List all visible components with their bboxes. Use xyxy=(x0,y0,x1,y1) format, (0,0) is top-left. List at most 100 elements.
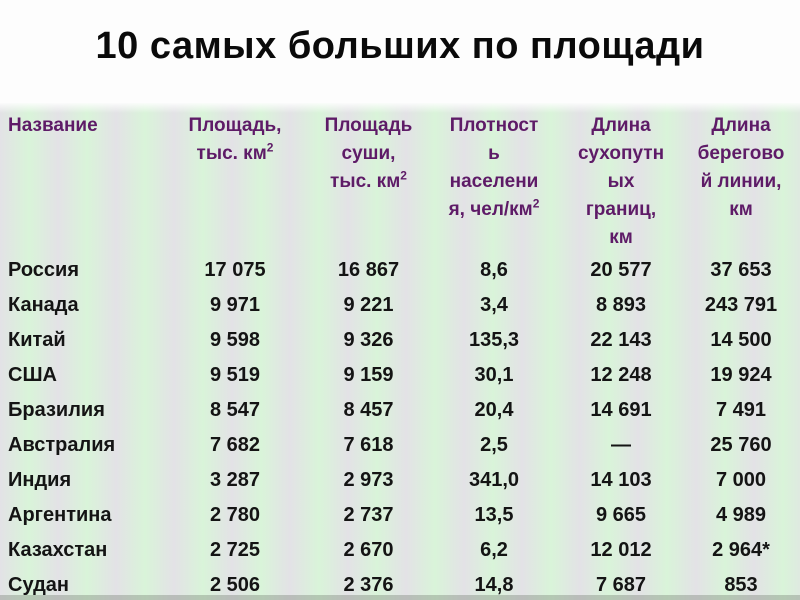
cell-borders: 14 691 xyxy=(590,399,652,421)
header-line: суши, xyxy=(341,143,396,164)
cell-country: Индия xyxy=(8,469,72,491)
cell-coastline: 243 791 xyxy=(704,294,778,316)
cell-country: Бразилия xyxy=(8,399,105,421)
cell-coastline: 7 491 xyxy=(715,399,767,421)
cell-country: США xyxy=(8,364,57,386)
header-line: Название xyxy=(8,115,98,136)
cell-borders: — xyxy=(611,434,631,456)
superscript: 2 xyxy=(400,168,407,183)
cell-density: 3,4 xyxy=(480,294,508,316)
header-line: границ, xyxy=(585,199,657,220)
cell-density: 30,1 xyxy=(474,364,514,386)
cell-area: 17 075 xyxy=(204,259,266,281)
cell-density: 341,0 xyxy=(468,469,520,491)
table-row: Россия 17 075 16 867 8,6 20 577 37 653 xyxy=(0,253,796,288)
column-header-area: Площадь, тыс. км2 xyxy=(165,103,305,253)
header-line: тыс. км2 xyxy=(305,168,432,196)
countries-area-table: Название Площадь, тыс. км2 Площадь суши,… xyxy=(0,103,796,600)
cell-land-area: 8 457 xyxy=(343,399,394,421)
cell-area: 3 287 xyxy=(209,469,261,491)
header-row: Название Площадь, тыс. км2 Площадь суши,… xyxy=(0,103,796,253)
header-line: я, чел/км2 xyxy=(432,196,556,224)
cell-land-area: 2 376 xyxy=(343,574,394,596)
cell-land-area: 9 159 xyxy=(343,364,394,386)
slide-bottom-edge xyxy=(0,595,800,600)
cell-borders: 12 012 xyxy=(590,539,652,561)
table-row: Китай 9 598 9 326 135,3 22 143 14 500 xyxy=(0,323,796,358)
column-header-borders: Длина сухопутн ых границ, км xyxy=(556,103,686,253)
cell-borders: 7 687 xyxy=(595,574,647,596)
cell-area: 8 547 xyxy=(209,399,261,421)
cell-density: 20,4 xyxy=(474,399,514,421)
column-header-name: Название xyxy=(0,103,165,253)
page-title: 10 самых больших по площади xyxy=(95,25,705,67)
cell-area: 2 780 xyxy=(209,504,261,526)
slide-background xyxy=(0,103,800,600)
cell-country: Аргентина xyxy=(8,504,112,526)
cell-coastline: 37 653 xyxy=(710,259,772,281)
table-row: Казахстан 2 725 2 670 6,2 12 012 2 964* xyxy=(0,533,796,568)
superscript: 2 xyxy=(532,196,540,211)
cell-area: 9 598 xyxy=(209,329,261,351)
cell-density: 6,2 xyxy=(480,539,508,561)
cell-density: 135,3 xyxy=(468,329,520,351)
table-row: Аргентина 2 780 2 737 13,5 9 665 4 989 xyxy=(0,498,796,533)
header-line: км xyxy=(729,199,753,220)
column-header-coastline: Длина берегово й линии, км xyxy=(686,103,796,253)
cell-land-area: 2 670 xyxy=(343,539,394,561)
header-line: Площадь xyxy=(324,115,413,136)
header-line: Площадь, xyxy=(188,115,282,136)
cell-borders: 12 248 xyxy=(590,364,652,386)
table-row: США 9 519 9 159 30,1 12 248 19 924 xyxy=(0,358,796,393)
cell-borders: 9 665 xyxy=(595,504,647,526)
header-line: Длина xyxy=(591,115,651,136)
cell-area: 9 519 xyxy=(209,364,261,386)
cell-land-area: 7 618 xyxy=(343,434,394,456)
cell-coastline: 4 989 xyxy=(715,504,767,526)
cell-country: Китай xyxy=(8,329,66,351)
cell-area: 2 725 xyxy=(209,539,261,561)
cell-coastline: 2 964* xyxy=(712,539,770,561)
table-row: Канада 9 971 9 221 3,4 8 893 243 791 xyxy=(0,288,796,323)
cell-country: Канада xyxy=(8,294,79,316)
cell-density: 14,8 xyxy=(474,574,514,596)
cell-coastline: 25 760 xyxy=(710,434,772,456)
cell-area: 7 682 xyxy=(209,434,261,456)
cell-country: Россия xyxy=(8,259,80,281)
table-row: Индия 3 287 2 973 341,0 14 103 7 000 xyxy=(0,463,796,498)
table-row: Австралия 7 682 7 618 2,5 — 25 760 xyxy=(0,428,796,463)
cell-area: 9 971 xyxy=(209,294,261,316)
cell-land-area: 16 867 xyxy=(337,259,400,281)
header-line: Длина xyxy=(711,115,771,136)
header-line-text: тыс. км xyxy=(330,171,401,192)
header-line: берегово xyxy=(697,143,785,164)
header-line-text: тыс. км xyxy=(196,143,267,164)
cell-coastline: 19 924 xyxy=(710,364,772,386)
cell-density: 13,5 xyxy=(474,504,514,526)
cell-borders: 14 103 xyxy=(590,469,652,491)
cell-borders: 20 577 xyxy=(590,259,652,281)
cell-country: Судан xyxy=(8,574,69,596)
table-row: Судан 2 506 2 376 14,8 7 687 853 xyxy=(0,568,796,600)
header-line: тыс. км2 xyxy=(165,140,305,168)
cell-country: Казахстан xyxy=(8,539,108,561)
column-header-density: Плотност ь населени я, чел/км2 xyxy=(432,103,556,253)
header-line: км xyxy=(609,227,633,248)
superscript: 2 xyxy=(266,140,274,155)
cell-land-area: 2 973 xyxy=(343,469,394,491)
cell-coastline: 853 xyxy=(724,574,758,596)
cell-coastline: 14 500 xyxy=(710,329,772,351)
header-line: ь xyxy=(488,143,500,164)
header-line: Плотност xyxy=(449,115,539,136)
header-line: сухопутн xyxy=(577,143,665,164)
cell-land-area: 2 737 xyxy=(343,504,394,526)
cell-country: Австралия xyxy=(8,434,116,456)
column-header-land-area: Площадь суши, тыс. км2 xyxy=(305,103,432,253)
header-line: населени xyxy=(449,171,539,192)
header-line-text: я, чел/км xyxy=(448,199,533,220)
cell-density: 2,5 xyxy=(480,434,508,456)
cell-coastline: 7 000 xyxy=(715,469,767,491)
cell-land-area: 9 221 xyxy=(343,294,394,316)
cell-area: 2 506 xyxy=(209,574,261,596)
